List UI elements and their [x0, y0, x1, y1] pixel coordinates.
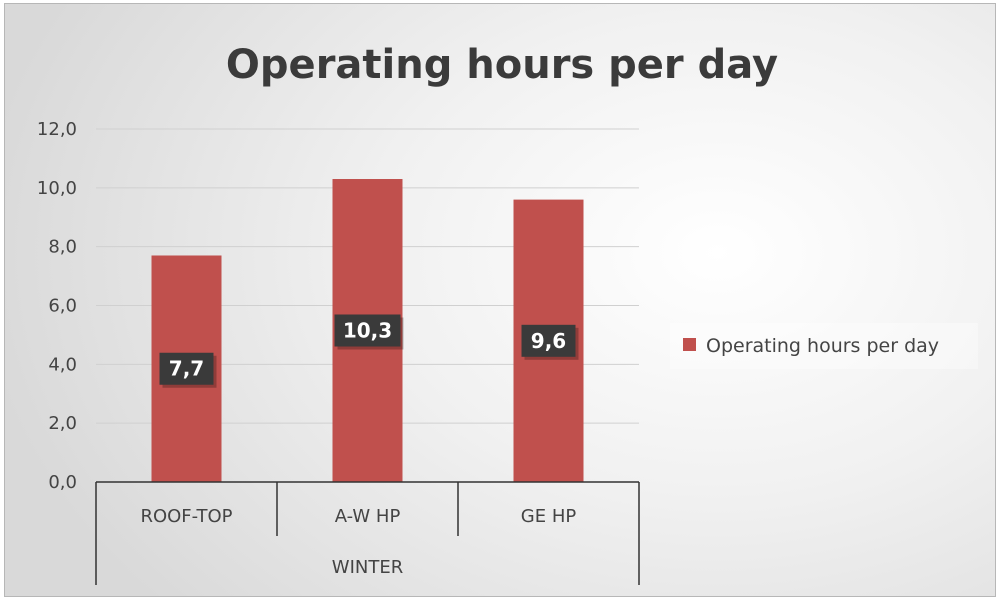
legend-box — [670, 323, 978, 369]
data-label: 10,3 — [343, 319, 392, 343]
legend: Operating hours per day — [670, 323, 978, 369]
y-tick-label: 8,0 — [48, 237, 77, 258]
bar-chart: Operating hours per day 0,0 2,0 4,0 6,0 8,0 1… — [37, 42, 978, 585]
y-axis-tick-labels: 0,0 2,0 4,0 6,0 8,0 10,0 12,0 — [37, 119, 77, 493]
legend-label: Operating hours per day — [706, 335, 939, 357]
category-label: ROOF-TOP — [140, 506, 232, 527]
y-tick-label: 6,0 — [48, 296, 77, 317]
y-tick-label: 0,0 — [48, 472, 77, 493]
y-tick-label: 12,0 — [37, 119, 77, 140]
data-label: 9,6 — [531, 329, 566, 353]
data-label: 7,7 — [169, 357, 204, 381]
chart-area: Operating hours per day 0,0 2,0 4,0 6,0 8,0 1… — [4, 3, 996, 597]
chart-title: Operating hours per day — [226, 42, 778, 88]
x-axis: ROOF-TOP A-W HP GE HP WINTER — [95, 481, 640, 585]
legend-swatch — [683, 338, 696, 351]
data-label-box — [159, 352, 214, 385]
group-label: WINTER — [332, 557, 403, 578]
data-labels: 7,7 10,3 9,6 — [159, 314, 579, 388]
data-label-box — [334, 314, 401, 347]
category-label: A-W HP — [335, 506, 401, 527]
y-tick-label: 4,0 — [48, 354, 77, 375]
y-tick-label: 10,0 — [37, 178, 77, 199]
category-label: GE HP — [521, 506, 577, 527]
data-label-box — [521, 324, 576, 357]
y-tick-label: 2,0 — [48, 413, 77, 434]
